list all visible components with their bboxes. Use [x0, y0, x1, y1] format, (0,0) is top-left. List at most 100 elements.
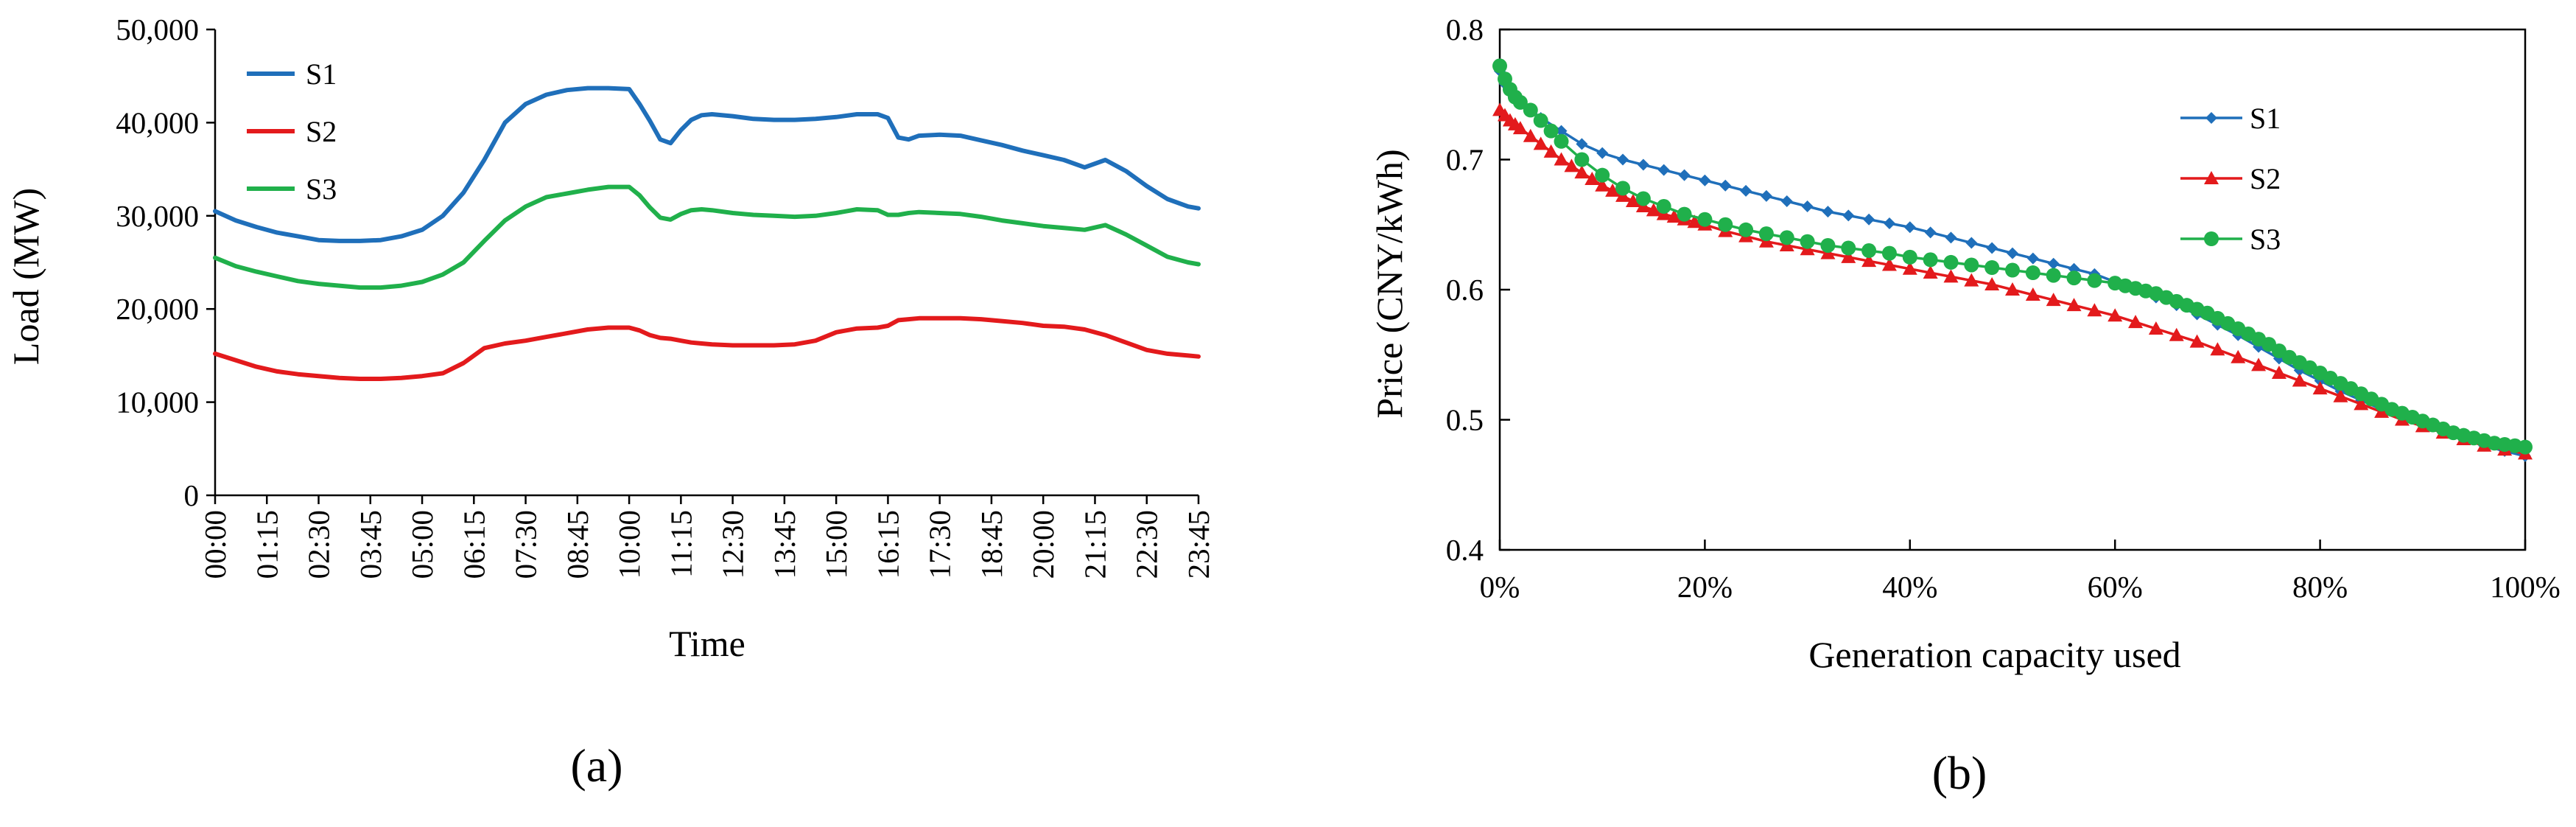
- chart-b-point-s1: [1596, 147, 1609, 159]
- chart-b-point-s3: [1820, 237, 1836, 253]
- chart-a-xtick-label: 20:00: [1026, 510, 1060, 579]
- chart-b-legend-label-s3: S3: [2250, 223, 2281, 256]
- chart-b-point-s2: [1984, 276, 2000, 290]
- chart-b-point-s3: [1697, 212, 1713, 227]
- chart-a-xtick-label: 13:45: [768, 510, 801, 579]
- chart-a-xtick-label: 03:45: [354, 510, 387, 579]
- chart-b-xtick-label: 100%: [2490, 570, 2561, 604]
- chart-b-legend-marker-s2: [2204, 171, 2219, 184]
- chart-a-xtick-label: 17:30: [923, 510, 957, 579]
- chart-b-point-s3: [1861, 243, 1877, 259]
- chart-a-ylabel: Load (MW): [5, 188, 46, 365]
- chart-b-point-s1: [1822, 206, 1834, 218]
- chart-b-point-s1: [1637, 158, 1649, 171]
- chart-b-axes: 0.4 0.5 0.6 0.7 0.8 0% 20% 40% 60% 80% 100%: [1446, 13, 2561, 604]
- chart-a-ytick-label: 20,000: [116, 292, 199, 326]
- chart-b-point-s2: [2046, 293, 2061, 307]
- chart-b-point-s2: [2148, 321, 2163, 335]
- chart-a-legend-label-s1: S1: [306, 57, 337, 91]
- chart-b-point-s1: [1903, 221, 1916, 234]
- chart-b-point-s1: [1863, 213, 1875, 226]
- chart-b-point-s1: [1780, 195, 1793, 207]
- chart-a-xtick-label: 11:15: [664, 510, 698, 578]
- chart-b-point-s2: [1543, 144, 1559, 158]
- chart-b-point-s2: [1881, 257, 1897, 271]
- chart-a-load: 0 10,000 20,000 30,000 40,000 50,000 00:00 01:1…: [5, 13, 1215, 792]
- chart-b-point-s3: [1758, 226, 1774, 242]
- chart-a-ytick-label: 0: [184, 478, 200, 512]
- chart-b-ylabel: Price (CNY/kWh): [1369, 149, 1410, 418]
- chart-b-point-s3: [1492, 58, 1507, 74]
- chart-b-point-s1: [1617, 153, 1629, 166]
- chart-b-point-s3: [2046, 268, 2061, 283]
- chart-b-point-s3: [1635, 191, 1651, 206]
- chart-a-xtick-label: 07:30: [509, 510, 543, 579]
- chart-b-point-s2: [2087, 303, 2102, 317]
- chart-b-point-s2: [2333, 388, 2348, 402]
- chart-a-xtick-label: 16:15: [871, 510, 905, 579]
- chart-b-point-s2: [1533, 136, 1548, 150]
- chart-b-point-s2: [2210, 342, 2225, 356]
- chart-b-point-s3: [1964, 257, 1979, 273]
- chart-a-xtick-label: 12:30: [716, 510, 750, 579]
- chart-b-ytick-label: 0.8: [1446, 13, 1484, 46]
- chart-b-point-s3: [1943, 254, 1959, 270]
- chart-b-point-s3: [1523, 102, 1538, 118]
- chart-b-ytick-label: 0.5: [1446, 403, 1484, 437]
- chart-b-xlabel: Generation capacity used: [1808, 634, 2180, 675]
- chart-b-xtick-label: 0%: [1480, 570, 1520, 604]
- chart-a-xtick-label: 18:45: [975, 510, 1008, 579]
- chart-b-point-s3: [1533, 113, 1548, 128]
- chart-b-xtick-label: 40%: [1882, 570, 1937, 604]
- chart-a-legend-label-s3: S3: [306, 172, 337, 206]
- chart-a-xtick-label: 02:30: [302, 510, 336, 579]
- chart-b-point-s3: [1574, 152, 1590, 167]
- chart-b-point-s1: [1965, 237, 1978, 249]
- chart-b-point-s2: [2354, 397, 2369, 411]
- chart-b-point-s3: [2025, 265, 2040, 281]
- chart-b-point-s3: [1677, 206, 1692, 222]
- chart-b-point-s2: [2025, 287, 2040, 301]
- chart-b-point-s3: [1656, 199, 1671, 214]
- chart-b-point-s3: [1800, 234, 1815, 249]
- chart-b-point-s3: [2005, 262, 2020, 278]
- chart-b-point-s2: [2231, 349, 2246, 363]
- chart-b-point-s1: [1719, 179, 1732, 192]
- chart-a-xtick-label: 00:00: [198, 510, 232, 579]
- chart-b-point-s3: [1779, 230, 1794, 245]
- chart-a-line-s2: [213, 315, 1201, 381]
- chart-a-legend-label-s2: S2: [306, 115, 337, 148]
- chart-b-point-s1: [2007, 247, 2018, 259]
- chart-a-xtick-label: 23:45: [1182, 510, 1215, 579]
- chart-b-point-s2: [1646, 203, 1661, 217]
- chart-b-point-s2: [1595, 178, 1610, 192]
- chart-b-point-s2: [2189, 334, 2205, 348]
- chart-b-xtick-label: 60%: [2088, 570, 2143, 604]
- chart-b-point-s2: [1574, 165, 1590, 179]
- chart-b-legend-label-s2: S2: [2250, 162, 2281, 195]
- chart-a-series: [213, 86, 1201, 381]
- chart-b-point-s1: [1740, 184, 1752, 197]
- chart-a-xtick-label: 08:45: [561, 510, 594, 579]
- chart-b-point-s1: [1699, 174, 1711, 186]
- chart-b-price: 0.4 0.5 0.6 0.7 0.8 0% 20% 40% 60% 80% 100% S1 S2 S3…: [1369, 13, 2561, 799]
- chart-b-point-s2: [1861, 254, 1877, 268]
- chart-b-legend: S1 S2 S3: [2180, 102, 2281, 256]
- chart-b-point-s3: [2087, 273, 2102, 288]
- chart-b-point-s2: [1666, 209, 1682, 223]
- chart-b-point-s2: [1687, 214, 1702, 228]
- chart-b-ytick-label: 0.4: [1446, 533, 1484, 567]
- chart-a-legend: S1 S2 S3: [247, 57, 337, 206]
- chart-a-line-s3: [213, 184, 1201, 290]
- chart-b-point-s3: [1512, 94, 1528, 110]
- chart-b-point-s3: [1543, 123, 1559, 139]
- chart-b-point-s2: [2271, 365, 2287, 379]
- chart-a-xtick-label: 06:15: [457, 510, 491, 579]
- chart-b-point-s3: [1738, 222, 1754, 237]
- chart-b-point-s1: [1945, 231, 1957, 244]
- chart-b-point-s2: [2108, 308, 2123, 322]
- chart-b-point-s2: [2169, 327, 2184, 341]
- chart-b-caption: (b): [1932, 747, 1987, 799]
- chart-b-point-s1: [1842, 209, 1855, 222]
